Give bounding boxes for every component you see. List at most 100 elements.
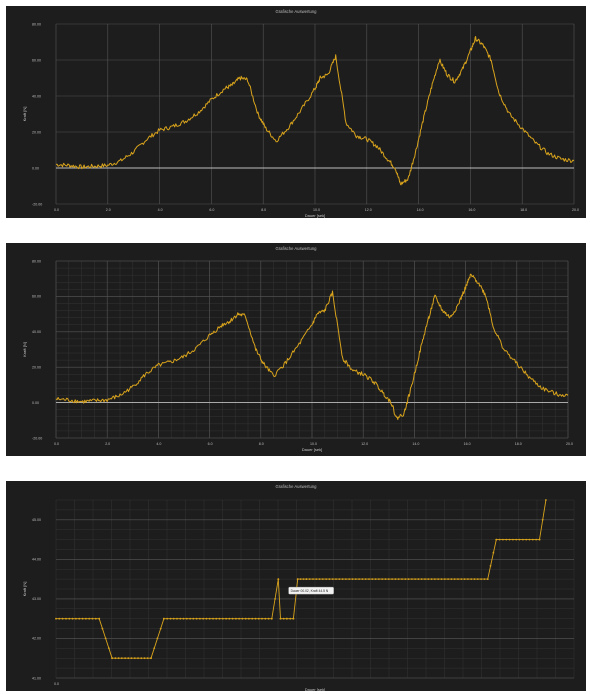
data-point[interactable] bbox=[401, 578, 403, 580]
data-point[interactable] bbox=[302, 578, 305, 580]
data-point[interactable] bbox=[172, 617, 175, 620]
data-point[interactable] bbox=[156, 637, 159, 640]
data-point[interactable] bbox=[182, 617, 185, 620]
data-point[interactable] bbox=[325, 578, 327, 580]
data-point[interactable] bbox=[473, 578, 476, 580]
data-point[interactable] bbox=[270, 617, 273, 620]
data-point[interactable] bbox=[457, 578, 459, 580]
data-point[interactable] bbox=[235, 617, 237, 620]
data-point[interactable] bbox=[434, 578, 436, 580]
data-point[interactable] bbox=[430, 578, 433, 580]
data-point[interactable] bbox=[440, 578, 443, 580]
data-point[interactable] bbox=[179, 617, 182, 620]
data-point[interactable] bbox=[244, 617, 247, 620]
data-point[interactable] bbox=[282, 617, 285, 620]
data-point[interactable] bbox=[159, 627, 162, 630]
data-point[interactable] bbox=[492, 551, 495, 554]
data-point[interactable] bbox=[292, 617, 295, 620]
data-point[interactable] bbox=[104, 637, 107, 640]
data-point[interactable] bbox=[58, 617, 61, 620]
data-point[interactable] bbox=[467, 578, 469, 580]
data-point[interactable] bbox=[85, 617, 87, 620]
data-point[interactable] bbox=[437, 578, 440, 580]
data-point[interactable] bbox=[315, 578, 318, 580]
data-point[interactable] bbox=[111, 657, 113, 660]
data-point[interactable] bbox=[71, 617, 74, 620]
data-point[interactable] bbox=[508, 538, 511, 541]
data-point[interactable] bbox=[528, 538, 531, 541]
data-point[interactable] bbox=[98, 617, 101, 620]
data-point[interactable] bbox=[88, 617, 91, 620]
data-point[interactable] bbox=[65, 617, 67, 620]
data-point[interactable] bbox=[143, 657, 146, 660]
data-point[interactable] bbox=[192, 617, 195, 620]
data-point[interactable] bbox=[480, 578, 482, 580]
data-point[interactable] bbox=[411, 578, 413, 580]
data-point[interactable] bbox=[127, 657, 130, 660]
data-point[interactable] bbox=[218, 617, 221, 620]
data-point[interactable] bbox=[361, 578, 364, 580]
data-point[interactable] bbox=[261, 617, 263, 620]
data-point[interactable] bbox=[257, 617, 260, 620]
data-point[interactable] bbox=[515, 538, 518, 541]
data-point[interactable] bbox=[498, 538, 501, 541]
data-point[interactable] bbox=[199, 617, 201, 620]
data-point[interactable] bbox=[68, 617, 71, 620]
data-point[interactable] bbox=[328, 578, 331, 580]
data-point[interactable] bbox=[208, 617, 211, 620]
data-point[interactable] bbox=[348, 578, 351, 580]
data-point[interactable] bbox=[364, 578, 367, 580]
data-point[interactable] bbox=[305, 578, 308, 580]
data-point[interactable] bbox=[114, 657, 117, 660]
data-point[interactable] bbox=[205, 617, 208, 620]
data-point[interactable] bbox=[137, 657, 139, 660]
data-point[interactable] bbox=[312, 578, 314, 580]
data-point[interactable] bbox=[189, 617, 192, 620]
data-point[interactable] bbox=[371, 578, 374, 580]
data-point[interactable] bbox=[264, 617, 267, 620]
data-point[interactable] bbox=[117, 657, 120, 660]
data-point[interactable] bbox=[404, 578, 407, 580]
data-point[interactable] bbox=[424, 578, 426, 580]
data-point[interactable] bbox=[381, 578, 384, 580]
data-point[interactable] bbox=[150, 657, 152, 660]
data-point[interactable] bbox=[78, 617, 81, 620]
data-point[interactable] bbox=[185, 617, 188, 620]
data-point[interactable] bbox=[277, 578, 280, 580]
data-point[interactable] bbox=[61, 617, 64, 620]
data-point[interactable] bbox=[518, 538, 521, 541]
data-point[interactable] bbox=[55, 617, 57, 620]
data-point[interactable] bbox=[274, 598, 276, 600]
data-point[interactable] bbox=[221, 617, 224, 620]
data-point[interactable] bbox=[124, 657, 126, 660]
data-point[interactable] bbox=[450, 578, 453, 580]
data-point[interactable] bbox=[453, 578, 456, 580]
data-point[interactable] bbox=[215, 617, 218, 620]
data-point[interactable] bbox=[75, 617, 77, 620]
data-point[interactable] bbox=[341, 578, 344, 580]
data-point[interactable] bbox=[538, 538, 541, 541]
data-point[interactable] bbox=[463, 578, 466, 580]
data-point[interactable] bbox=[238, 617, 241, 620]
data-point[interactable] bbox=[374, 578, 377, 580]
data-point[interactable] bbox=[384, 578, 387, 580]
data-point[interactable] bbox=[101, 627, 104, 630]
data-point[interactable] bbox=[133, 657, 136, 660]
data-point[interactable] bbox=[120, 657, 123, 660]
data-point[interactable] bbox=[81, 617, 84, 620]
data-point[interactable] bbox=[525, 538, 528, 541]
data-point[interactable] bbox=[289, 617, 292, 620]
data-point[interactable] bbox=[318, 578, 321, 580]
data-point[interactable] bbox=[279, 617, 282, 620]
data-point[interactable] bbox=[351, 578, 354, 580]
data-point[interactable] bbox=[254, 617, 257, 620]
data-point[interactable] bbox=[308, 578, 311, 580]
data-point[interactable] bbox=[394, 578, 397, 580]
data-point[interactable] bbox=[286, 617, 288, 620]
data-point[interactable] bbox=[486, 578, 489, 580]
data-point[interactable] bbox=[225, 617, 228, 620]
data-point[interactable] bbox=[251, 617, 254, 620]
data-point[interactable] bbox=[267, 617, 270, 620]
data-point[interactable] bbox=[335, 578, 337, 580]
data-point[interactable] bbox=[331, 578, 334, 580]
